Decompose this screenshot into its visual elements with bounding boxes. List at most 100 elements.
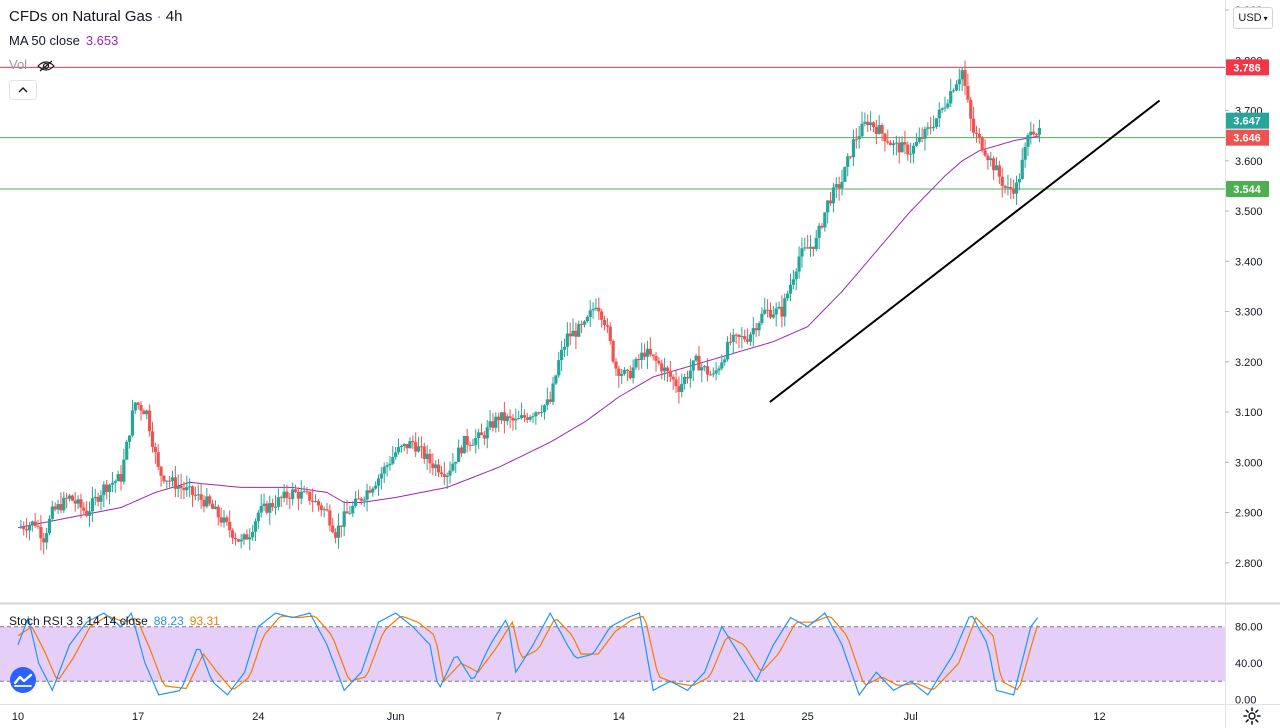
candle-body (382, 466, 386, 474)
candle-body (585, 316, 589, 322)
candle-body (889, 142, 893, 146)
candle-body (909, 153, 913, 155)
candle-body (768, 309, 773, 318)
collapse-legend-button[interactable] (9, 80, 37, 100)
candle-body (199, 494, 203, 500)
chevron-down-icon: ▾ (1263, 14, 1268, 23)
candle-body (345, 511, 349, 514)
vol-legend[interactable]: Vol (9, 57, 55, 73)
candle-body (651, 354, 655, 357)
candle-body (806, 247, 810, 249)
candle-body (774, 308, 778, 315)
stoch-tick-label: 40.00 (1235, 658, 1263, 670)
candle-body (402, 443, 406, 447)
candle-body (65, 497, 69, 499)
candle-body (365, 490, 369, 500)
candle-body (728, 341, 733, 343)
candle-body (422, 446, 426, 460)
candle-body (156, 452, 160, 467)
candle-body (886, 141, 890, 143)
candle-body (786, 293, 790, 299)
time-tick-label: 24 (252, 711, 264, 723)
candle-body (900, 142, 904, 153)
candle-body (731, 334, 735, 343)
candle-body (946, 103, 950, 108)
candle-body (937, 109, 941, 119)
candle-body (725, 341, 730, 360)
candle-body (600, 311, 604, 320)
candle-body (505, 416, 509, 422)
candle-body (954, 84, 959, 91)
last-price-down-badge (1226, 129, 1269, 146)
candle-body (265, 503, 269, 513)
candle-body (597, 307, 601, 312)
tradingview-logo-icon[interactable] (9, 666, 37, 694)
candle-body (1003, 185, 1007, 188)
candle-body (102, 484, 106, 496)
candle-body (977, 133, 981, 138)
candle-body (539, 412, 544, 414)
time-tick-label: Jul (904, 711, 918, 723)
candle-body (949, 91, 953, 104)
candle-body (408, 441, 412, 449)
time-tick-label: Jun (387, 711, 405, 723)
candle-body (860, 123, 864, 137)
last-price-up-badge (1226, 112, 1269, 129)
candle-body (193, 494, 197, 496)
candle-body (313, 501, 318, 503)
candle-body (760, 313, 764, 324)
candle-body (763, 309, 767, 314)
candle-body (462, 435, 466, 454)
candle-body (963, 70, 967, 86)
candle-body (376, 478, 381, 486)
candle-body (791, 279, 795, 285)
resistance-level-badge (1226, 59, 1269, 76)
settings-gear-icon[interactable] (1242, 706, 1262, 726)
chevron-up-icon (18, 87, 28, 93)
candle-body (943, 107, 947, 109)
price-tick-label: 2.900 (1235, 508, 1263, 520)
candle-body (253, 521, 258, 532)
candle-body (591, 309, 595, 311)
candle-body (757, 323, 761, 331)
ma-legend[interactable]: MA 50 close 3.653 (9, 33, 118, 49)
candle-body (385, 465, 389, 467)
candle-body (296, 491, 300, 499)
candle-body (394, 452, 398, 457)
interval-label: 4h (165, 8, 183, 25)
candle-body (834, 184, 838, 188)
candle-body (82, 507, 86, 511)
candle-body (594, 307, 598, 310)
price-tick-label: 3.400 (1235, 256, 1263, 268)
candle-body (537, 412, 541, 414)
candle-body (285, 491, 289, 498)
hidden-eye-icon[interactable] (36, 60, 55, 72)
resistance-level-label: 3.786 (1233, 62, 1261, 74)
candle-body (36, 525, 40, 527)
time-tick-label: 14 (613, 711, 625, 723)
candle-body (974, 132, 979, 134)
candle-body (142, 410, 146, 415)
candle-body (929, 127, 933, 129)
candle-body (251, 531, 255, 538)
candle-body (854, 139, 858, 141)
candle-body (957, 79, 961, 85)
price-tick-label: 3.000 (1235, 457, 1263, 469)
candle-body (697, 355, 701, 371)
candle-body (743, 336, 747, 340)
candle-body (170, 477, 175, 482)
candle-body (980, 137, 984, 151)
candle-body (173, 477, 177, 489)
candle-body (33, 521, 37, 526)
candle-body (660, 363, 664, 372)
candle-body (416, 446, 421, 452)
candle-body (79, 499, 83, 508)
candle-body (190, 486, 195, 495)
currency-button[interactable]: USD ▾ (1233, 7, 1273, 29)
candle-body (50, 506, 54, 519)
support-level-label: 3.544 (1233, 184, 1261, 196)
stoch-k-line (17, 611, 1039, 697)
candle-body (19, 526, 23, 528)
stoch-rsi-legend[interactable]: Stoch RSI 3 3 14 14 close 88.23 93.31 (9, 613, 220, 629)
